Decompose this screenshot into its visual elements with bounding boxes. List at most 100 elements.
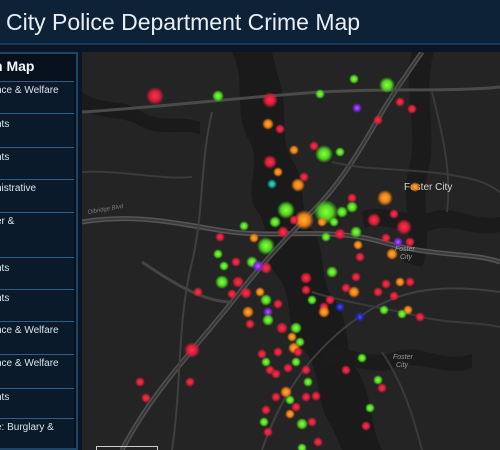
incident-marker-green[interactable]: [285, 395, 295, 405]
incident-marker-red[interactable]: [257, 349, 267, 359]
incident-marker-red[interactable]: [300, 272, 312, 284]
incident-marker-red[interactable]: [291, 402, 301, 412]
legend-item-7[interactable]: nts: [0, 289, 74, 321]
legend-item-5[interactable]: er &: [0, 212, 74, 257]
incident-marker-red[interactable]: [405, 237, 415, 247]
incident-marker-red[interactable]: [301, 365, 311, 375]
incident-marker-green[interactable]: [379, 77, 395, 93]
incident-marker-red[interactable]: [299, 172, 309, 182]
incident-marker-red[interactable]: [184, 342, 200, 358]
incident-marker-green[interactable]: [219, 261, 229, 271]
incident-marker-red[interactable]: [325, 295, 335, 305]
incident-marker-red[interactable]: [389, 209, 399, 219]
incident-marker-green[interactable]: [315, 89, 325, 99]
incident-marker-red[interactable]: [367, 213, 381, 227]
incident-marker-green[interactable]: [397, 309, 407, 319]
incident-marker-red[interactable]: [263, 155, 277, 169]
incident-marker-orange[interactable]: [285, 409, 295, 419]
incident-marker-purple[interactable]: [352, 103, 362, 113]
incident-marker-red[interactable]: [289, 215, 299, 225]
incident-marker-green[interactable]: [373, 375, 383, 385]
crime-map[interactable]: Foster City Foster City Foster City Olbrid…: [82, 52, 500, 450]
incident-marker-orange[interactable]: [255, 287, 265, 297]
incident-marker-orange[interactable]: [273, 167, 283, 177]
legend-item-11[interactable]: e: Burglary &: [0, 418, 74, 448]
incident-marker-red[interactable]: [135, 377, 145, 387]
incident-marker-green[interactable]: [277, 201, 295, 219]
incident-marker-orange[interactable]: [348, 286, 360, 298]
incident-marker-green[interactable]: [303, 377, 313, 387]
incident-marker-orange[interactable]: [280, 386, 292, 398]
incident-marker-green[interactable]: [335, 147, 345, 157]
incident-marker-orange[interactable]: [291, 178, 305, 192]
incident-marker-red[interactable]: [396, 219, 412, 235]
incident-marker-red[interactable]: [245, 319, 255, 329]
incident-marker-red[interactable]: [261, 405, 271, 415]
incident-marker-red[interactable]: [271, 369, 281, 379]
incident-marker-purple[interactable]: [252, 260, 264, 272]
map-canvas[interactable]: Foster City Foster City Foster City Olbrid…: [82, 52, 500, 450]
incident-marker-red[interactable]: [276, 322, 288, 334]
incident-marker-red[interactable]: [301, 392, 311, 402]
incident-marker-red[interactable]: [381, 279, 391, 289]
incident-marker-red[interactable]: [227, 289, 237, 299]
incident-marker-green[interactable]: [239, 221, 249, 231]
incident-marker-orange[interactable]: [289, 145, 299, 155]
incident-marker-red[interactable]: [273, 299, 283, 309]
incident-marker-green[interactable]: [291, 357, 301, 367]
legend-item-6[interactable]: nts: [0, 257, 74, 289]
incident-marker-orange[interactable]: [386, 248, 398, 260]
incident-marker-red[interactable]: [355, 252, 365, 262]
legend-item-8[interactable]: nce & Welfare: [0, 321, 74, 354]
incident-marker-orange[interactable]: [410, 182, 420, 192]
incident-marker-red[interactable]: [240, 287, 252, 299]
legend-item-2[interactable]: nts: [0, 113, 74, 147]
incident-marker-green[interactable]: [269, 216, 281, 228]
incident-marker-green[interactable]: [260, 294, 272, 306]
incident-layer[interactable]: [82, 74, 425, 450]
incident-marker-orange[interactable]: [287, 332, 297, 342]
incident-marker-green[interactable]: [297, 443, 307, 450]
incident-marker-purple[interactable]: [263, 307, 273, 317]
incident-marker-red[interactable]: [273, 347, 283, 357]
incident-marker-green[interactable]: [215, 275, 229, 289]
incident-marker-red[interactable]: [301, 285, 311, 295]
incident-marker-green[interactable]: [259, 417, 269, 427]
incident-marker-red[interactable]: [347, 193, 357, 203]
incident-marker-red[interactable]: [232, 276, 244, 288]
incident-marker-green[interactable]: [350, 226, 362, 238]
incident-marker-red[interactable]: [146, 87, 164, 105]
incident-marker-green[interactable]: [261, 357, 271, 367]
incident-marker-orange[interactable]: [249, 233, 259, 243]
incident-marker-orange[interactable]: [395, 277, 405, 287]
incident-marker-red[interactable]: [311, 391, 321, 401]
incident-marker-red[interactable]: [263, 427, 273, 437]
legend-item-10[interactable]: nts: [0, 388, 74, 418]
incident-marker-orange[interactable]: [318, 306, 330, 318]
incident-marker-red[interactable]: [389, 291, 399, 301]
incident-marker-red[interactable]: [407, 104, 417, 114]
incident-marker-red[interactable]: [373, 115, 383, 125]
incident-marker-red[interactable]: [293, 347, 303, 357]
incident-marker-red[interactable]: [361, 421, 371, 431]
incident-marker-purple[interactable]: [393, 237, 403, 247]
incident-marker-red[interactable]: [415, 312, 425, 322]
incident-marker-orange[interactable]: [353, 240, 363, 250]
incident-marker-navy[interactable]: [335, 302, 345, 312]
incident-marker-navy[interactable]: [355, 312, 365, 322]
incident-marker-orange[interactable]: [377, 190, 393, 206]
incident-marker-red[interactable]: [283, 363, 293, 373]
incident-marker-red[interactable]: [373, 287, 383, 297]
incident-marker-red[interactable]: [395, 97, 405, 107]
incident-marker-green[interactable]: [326, 266, 338, 278]
incident-marker-green[interactable]: [346, 201, 358, 213]
incident-marker-red[interactable]: [334, 228, 346, 240]
incident-marker-red[interactable]: [381, 233, 391, 243]
incident-marker-green[interactable]: [365, 403, 375, 413]
incident-marker-orange[interactable]: [294, 210, 314, 230]
incident-marker-red[interactable]: [351, 272, 361, 282]
legend-item-1[interactable]: nce & Welfare: [0, 81, 74, 113]
incident-marker-green[interactable]: [329, 217, 339, 227]
incident-marker-orange[interactable]: [262, 118, 274, 130]
incident-marker-green[interactable]: [357, 353, 367, 363]
